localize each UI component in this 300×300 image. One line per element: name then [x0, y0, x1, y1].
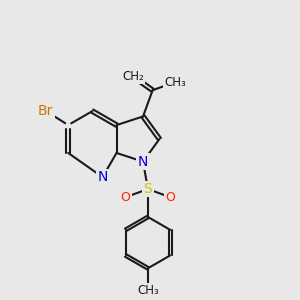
Text: O: O — [121, 191, 130, 204]
Text: CH₃: CH₃ — [137, 284, 159, 297]
Text: CH₂: CH₂ — [122, 70, 144, 83]
Text: O: O — [165, 191, 175, 204]
Text: N: N — [98, 170, 108, 184]
Text: Br: Br — [38, 104, 53, 118]
Text: CH₃: CH₃ — [164, 76, 186, 88]
Text: S: S — [143, 182, 152, 196]
Text: N: N — [138, 154, 148, 169]
